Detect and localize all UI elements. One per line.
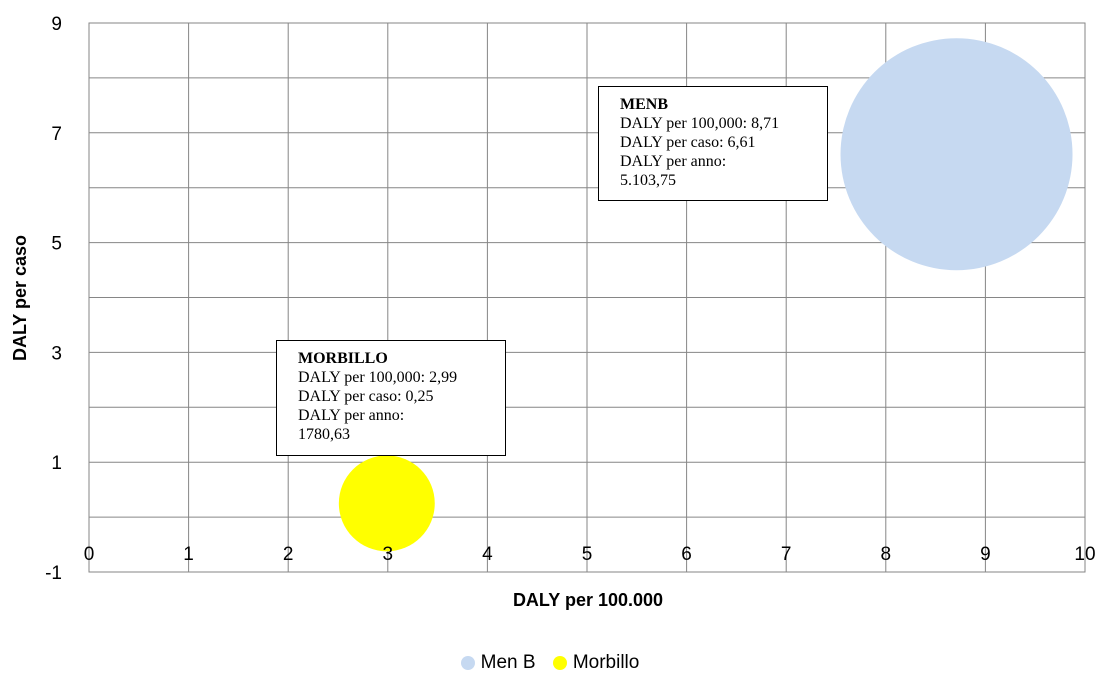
y-tick-labels: -1 1 3 5 7 9 — [45, 14, 62, 584]
legend-item-morbillo: Morbillo — [552, 652, 640, 674]
y-tick-label: 5 — [51, 234, 62, 255]
x-tick-label: 10 — [1074, 544, 1095, 565]
legend-marker-icon — [460, 656, 475, 670]
y-tick-label: 9 — [51, 14, 62, 35]
bubble-morbillo — [338, 455, 435, 552]
bubbles — [338, 38, 1073, 552]
legend-item-menb: Men B — [460, 652, 536, 674]
annotation-line: 5.103,75 — [620, 172, 676, 189]
bubble-men-b — [840, 38, 1073, 271]
x-tick-labels: 0 1 2 3 4 5 6 7 8 9 10 — [84, 544, 1096, 565]
annotation-line: 1780,63 — [298, 426, 350, 443]
x-tick-label: 6 — [681, 544, 692, 565]
annotation-morbillo: MORBILLO DALY per 100,000: 2,99 DALY per… — [276, 340, 506, 456]
y-tick-label: 1 — [51, 453, 62, 474]
x-tick-label: 5 — [582, 544, 593, 565]
x-tick-label: 8 — [881, 544, 892, 565]
y-axis-title: DALY per caso — [10, 235, 30, 361]
y-tick-label: 3 — [51, 343, 62, 364]
annotation-menb: MENB DALY per 100,000: 8,71 DALY per cas… — [598, 86, 828, 201]
plot-area-border — [88, 22, 1086, 573]
annotation-line: DALY per caso: 0,25 — [298, 388, 434, 405]
legend-label: Morbillo — [572, 652, 640, 673]
grid-lines — [88, 22, 1086, 573]
legend: Men B Morbillo — [0, 652, 1100, 676]
annotation-title: MENB — [620, 96, 668, 113]
annotation-line: DALY per anno: — [298, 407, 405, 424]
x-tick-label: 0 — [84, 544, 95, 565]
y-tick-label: 7 — [51, 124, 62, 145]
x-tick-label: 3 — [383, 544, 394, 565]
annotation-line: DALY per 100,000: 2,99 — [298, 369, 458, 386]
y-tick-label: -1 — [45, 563, 62, 584]
x-tick-label: 2 — [283, 544, 294, 565]
x-tick-label: 9 — [980, 544, 991, 565]
legend-label: Men B — [480, 652, 536, 673]
annotation-line: DALY per 100,000: 8,71 — [620, 115, 780, 132]
x-tick-label: 4 — [482, 544, 493, 565]
legend-marker-icon — [552, 656, 567, 670]
annotation-line: DALY per caso: 6,61 — [620, 134, 756, 151]
annotation-title: MORBILLO — [298, 350, 388, 367]
annotation-line: DALY per anno: — [620, 153, 727, 170]
x-tick-label: 7 — [781, 544, 792, 565]
x-axis-title: DALY per 100.000 — [513, 590, 663, 610]
x-tick-label: 1 — [183, 544, 194, 565]
